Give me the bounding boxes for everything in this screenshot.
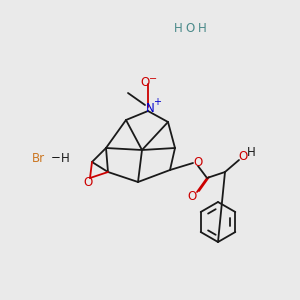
Text: O: O	[238, 151, 247, 164]
Text: H: H	[198, 22, 206, 34]
Text: O: O	[188, 190, 196, 203]
Text: −: −	[149, 74, 157, 84]
Text: O: O	[140, 76, 150, 89]
Text: H: H	[174, 22, 182, 34]
Text: Br: Br	[32, 152, 45, 164]
Text: H: H	[247, 146, 255, 160]
Text: H: H	[61, 152, 69, 164]
Text: −: −	[51, 152, 61, 164]
Text: +: +	[153, 97, 161, 107]
Text: O: O	[194, 155, 202, 169]
Text: O: O	[185, 22, 195, 34]
Text: O: O	[83, 176, 93, 190]
Text: N: N	[146, 101, 154, 115]
